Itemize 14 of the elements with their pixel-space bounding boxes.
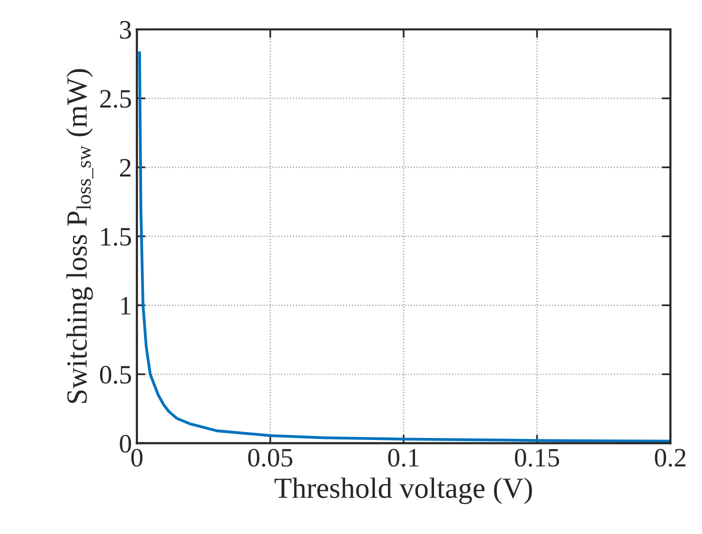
x-tick-label: 0.05: [248, 448, 292, 467]
y-tick-label: 2.5: [100, 90, 131, 108]
x-tick-label: 0.1: [388, 448, 419, 467]
y-tick-label: 2: [120, 159, 131, 176]
x-tick-label: 0.15: [514, 448, 560, 467]
x-tick-label: 0.2: [654, 448, 686, 467]
y-tick-label: 0: [120, 434, 132, 453]
y-tick-label: 3: [120, 21, 131, 39]
line-series: [138, 51, 670, 443]
y-tick-label: 1.5: [101, 228, 131, 246]
y-axis-title: Switching loss P$_{loss_sw}$ (mW): [66, 69, 94, 403]
y-tick-label: 0.5: [100, 366, 131, 384]
y-tick-label: 1: [121, 297, 130, 314]
x-axis-title: Threshold voltage (V): [274, 478, 532, 504]
